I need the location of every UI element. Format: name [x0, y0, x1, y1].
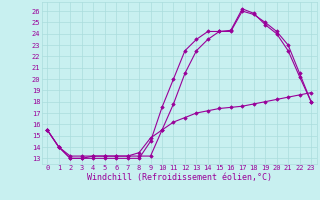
- X-axis label: Windchill (Refroidissement éolien,°C): Windchill (Refroidissement éolien,°C): [87, 173, 272, 182]
